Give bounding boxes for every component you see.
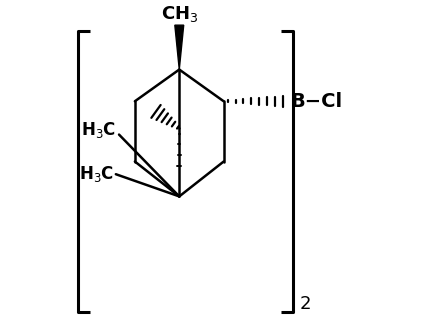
Text: B−Cl: B−Cl bbox=[290, 92, 342, 111]
Text: H$_3$C: H$_3$C bbox=[81, 120, 116, 140]
Text: H$_3$C: H$_3$C bbox=[79, 164, 115, 184]
Text: CH$_3$: CH$_3$ bbox=[161, 4, 198, 24]
Polygon shape bbox=[175, 25, 184, 70]
Text: 2: 2 bbox=[299, 295, 310, 312]
